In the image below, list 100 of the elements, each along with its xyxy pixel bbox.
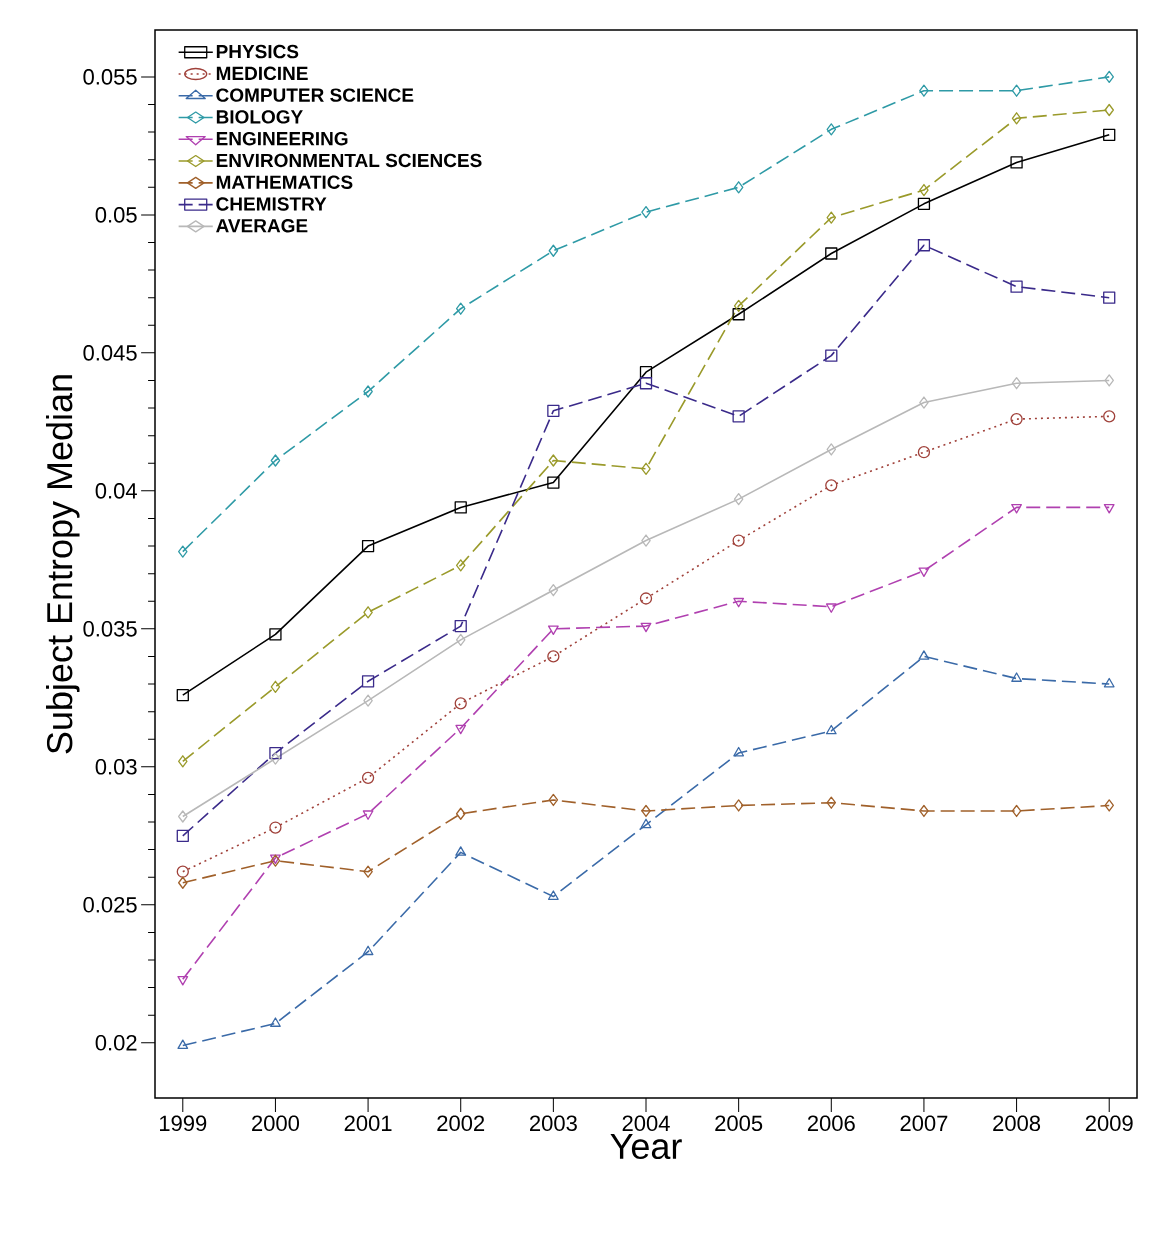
point [455, 633, 466, 647]
point [178, 810, 188, 823]
point [1104, 103, 1114, 117]
legend-label: PHYSICS [216, 44, 299, 59]
point [825, 247, 838, 260]
point [641, 534, 651, 547]
point [454, 501, 467, 514]
point [919, 396, 929, 409]
point [455, 846, 467, 856]
point [548, 793, 559, 807]
point [1011, 112, 1022, 125]
point [640, 622, 652, 633]
point [1011, 504, 1022, 514]
point [1011, 804, 1022, 818]
point [178, 545, 188, 558]
y-tick-label: 0.035 [83, 621, 137, 637]
point [454, 619, 467, 633]
legend-label: MEDICINE [216, 66, 308, 81]
point [641, 205, 651, 219]
y-tick-label: 0.02 [95, 1035, 137, 1051]
point [918, 567, 930, 578]
point [362, 810, 374, 820]
point [919, 183, 929, 197]
point [732, 410, 745, 423]
point [270, 1017, 281, 1027]
point [177, 1039, 189, 1049]
point [826, 443, 837, 456]
point [363, 385, 373, 398]
point [547, 476, 560, 489]
x-tick-label: 2000 [252, 1115, 300, 1132]
point [640, 818, 652, 829]
point [825, 724, 837, 735]
point [269, 628, 282, 641]
point [1103, 677, 1115, 688]
point [1103, 410, 1116, 423]
point [733, 799, 744, 812]
point [639, 377, 653, 390]
point [641, 804, 651, 818]
point [1010, 412, 1023, 426]
point [639, 592, 653, 605]
point [178, 876, 188, 889]
point [1104, 799, 1114, 812]
point [270, 454, 281, 467]
point [732, 534, 745, 547]
legend-label: AVERAGE [216, 218, 308, 233]
point [826, 211, 837, 224]
point [455, 302, 466, 315]
point [917, 446, 931, 459]
point [1103, 504, 1115, 514]
legend-label: BIOLOGY [216, 110, 303, 124]
x-tick-label: 2006 [807, 1115, 855, 1132]
point [733, 181, 744, 194]
point [361, 539, 375, 553]
point [1104, 70, 1114, 84]
legend-label: CHEMISTRY [216, 197, 327, 211]
point [1103, 128, 1116, 141]
point [919, 804, 929, 818]
point [733, 597, 745, 608]
point [918, 650, 930, 660]
point [826, 123, 837, 136]
legend-label: ENVIRONMENTAL SCIENCES [216, 153, 482, 168]
point [362, 945, 374, 956]
y-tick-label: 0.05 [95, 207, 137, 223]
point [270, 752, 281, 765]
point [454, 697, 467, 710]
x-tick-label: 2008 [993, 1115, 1041, 1132]
point [1010, 156, 1023, 169]
x-tick-label: 2004 [622, 1115, 670, 1132]
point [547, 625, 559, 635]
x-tick-label: 2009 [1085, 1115, 1133, 1132]
y-axis-title: Subject Entropy Median [45, 375, 80, 754]
y-tick-label: 0.055 [83, 69, 137, 85]
y-tick-label: 0.03 [95, 759, 137, 775]
y-tick-label: 0.025 [83, 897, 137, 913]
point [455, 807, 466, 820]
point [547, 404, 560, 417]
legend-label: COMPUTER SCIENCE [216, 88, 414, 102]
x-tick-label: 2007 [900, 1115, 948, 1132]
point [547, 650, 560, 663]
point [641, 462, 651, 475]
point [547, 890, 559, 900]
point [917, 239, 931, 252]
point [1011, 84, 1022, 97]
point [732, 308, 745, 321]
point [455, 724, 467, 735]
point [176, 829, 189, 842]
point [733, 299, 744, 313]
point [363, 865, 373, 878]
point [919, 84, 929, 97]
x-tick-label: 2001 [344, 1115, 392, 1132]
point [363, 606, 373, 619]
point [548, 454, 559, 467]
point [825, 349, 838, 362]
point [363, 694, 373, 707]
point [361, 771, 375, 785]
point [1103, 291, 1116, 304]
point [825, 603, 837, 613]
point [1010, 280, 1023, 293]
legend-label: MATHEMATICS [216, 175, 353, 189]
x-tick-label: 2003 [530, 1115, 577, 1132]
